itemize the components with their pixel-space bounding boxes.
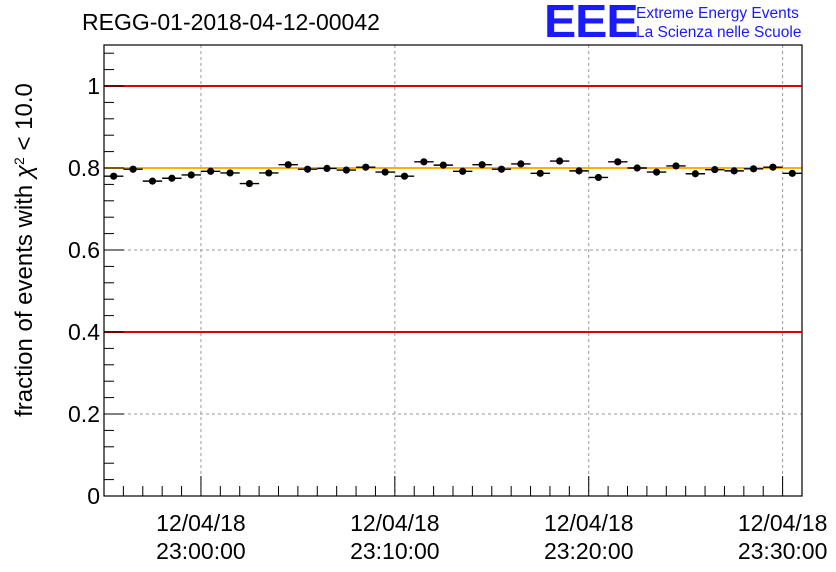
point-marker (265, 169, 273, 177)
point-marker (342, 166, 350, 174)
data-point (142, 177, 163, 185)
eee-logo: EEE Extreme Energy Events La Scienza nel… (544, 0, 836, 47)
point-marker (168, 174, 176, 182)
point-marker (439, 161, 447, 169)
data-point (220, 169, 240, 177)
x-tick-label-date: 12/04/18 (156, 510, 246, 536)
x-tick-label-date: 12/04/18 (350, 510, 440, 536)
point-marker (129, 165, 137, 173)
point-marker (497, 165, 506, 173)
y-tick-label: 1 (87, 73, 100, 99)
y-tick-label: 0.6 (68, 237, 100, 263)
point-marker (536, 169, 544, 177)
point-marker (284, 161, 292, 169)
y-tick-label: 0 (87, 483, 100, 509)
data-point (705, 166, 725, 174)
data-point (511, 160, 531, 168)
data-point (530, 169, 550, 177)
data-point (569, 167, 589, 175)
point-marker (459, 167, 467, 175)
data-point (627, 164, 647, 172)
data-point (317, 164, 337, 173)
point-marker (556, 157, 564, 165)
data-point (259, 169, 279, 177)
data-point (685, 170, 706, 178)
point-marker (245, 179, 254, 188)
x-tick-label-time: 23:30:00 (738, 538, 828, 564)
logo-line-1: Extreme Energy Events (636, 5, 799, 22)
data-point (724, 167, 744, 175)
data-point (297, 165, 318, 173)
point-marker (788, 169, 796, 177)
point-marker (517, 160, 525, 168)
point-marker (362, 163, 370, 171)
data-point (394, 172, 415, 180)
point-marker (400, 172, 409, 180)
point-marker (187, 171, 195, 179)
point-marker (594, 173, 603, 182)
data-point (375, 168, 395, 176)
x-tick-label-date: 12/04/18 (738, 510, 828, 536)
point-marker (303, 165, 312, 173)
point-marker (478, 161, 486, 169)
data-point (181, 171, 201, 179)
chart-title: REGG-01-2018-04-12-00042 (82, 9, 380, 35)
y-axis-label: fraction of events with χ2 < 10.0 (11, 83, 38, 417)
data-point (453, 167, 473, 175)
data-point (104, 172, 124, 180)
data-point (433, 161, 453, 169)
data-point (763, 163, 783, 171)
data-point (491, 165, 512, 173)
point-marker (633, 164, 641, 172)
data-point (646, 168, 667, 176)
data-point (472, 161, 492, 169)
data-points (104, 157, 802, 188)
point-marker (226, 169, 234, 177)
data-point (608, 158, 628, 166)
point-marker (148, 177, 157, 185)
data-point (239, 179, 260, 188)
point-marker (575, 167, 583, 175)
point-marker (711, 166, 719, 174)
point-marker (207, 167, 215, 175)
x-tick-label-date: 12/04/18 (544, 510, 634, 536)
data-point (162, 174, 182, 182)
reference-lines (104, 85, 802, 333)
data-point (356, 163, 376, 171)
plot-frame (103, 44, 803, 497)
point-marker (672, 162, 680, 170)
data-point (743, 165, 764, 173)
logo-line-2: La Scienza nelle Scuole (636, 24, 802, 41)
data-point (414, 158, 434, 166)
point-marker (381, 168, 389, 176)
point-marker (749, 165, 758, 173)
data-point (336, 166, 357, 174)
axes: 00.20.40.60.8112/04/1823:00:0012/04/1823… (68, 44, 828, 564)
x-tick-label-time: 23:20:00 (544, 538, 634, 564)
data-point (588, 173, 609, 182)
data-point (666, 162, 686, 170)
x-tick-label-time: 23:10:00 (350, 538, 440, 564)
point-marker (614, 158, 622, 166)
data-point (123, 165, 143, 173)
data-point (200, 167, 221, 175)
point-marker (323, 164, 331, 173)
data-point (278, 161, 298, 169)
point-marker (730, 167, 738, 175)
eee-logo-mark: EEE (544, 0, 639, 47)
point-marker (420, 158, 428, 166)
grid (104, 45, 802, 496)
point-marker (691, 170, 699, 178)
point-marker (110, 172, 118, 180)
y-tick-label: 0.2 (68, 401, 100, 427)
point-marker (652, 168, 661, 176)
y-tick-label: 0.8 (68, 155, 100, 181)
point-marker (769, 163, 777, 171)
data-point (782, 169, 802, 177)
x-tick-label-time: 23:00:00 (156, 538, 246, 564)
y-tick-label: 0.4 (68, 319, 100, 345)
data-point (549, 157, 570, 165)
